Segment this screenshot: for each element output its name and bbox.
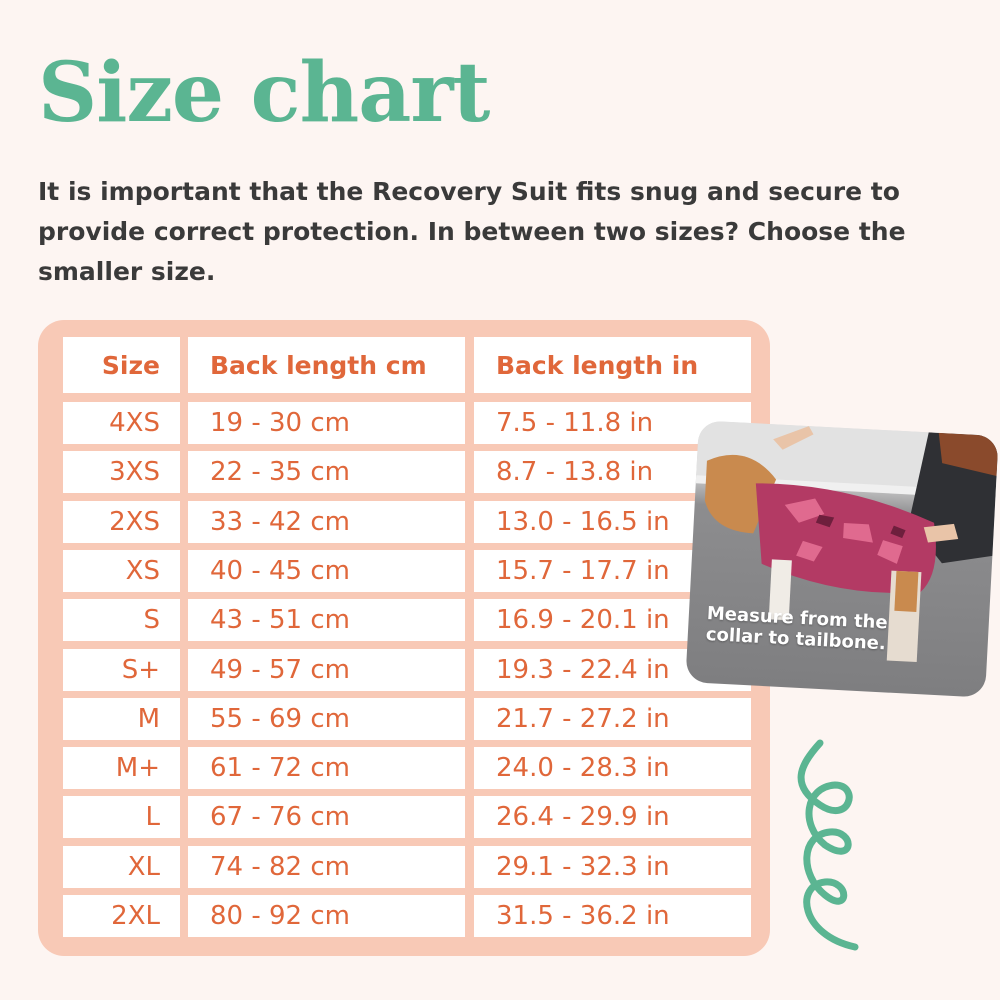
size-cell: 2XL <box>63 895 180 937</box>
size-cell: 2XS <box>63 500 180 543</box>
back-length-in-cell: 26.4 - 29.9 in <box>474 796 751 839</box>
header-back-length-cm: Back length cm <box>188 337 465 393</box>
size-cell: M <box>63 697 180 740</box>
back-length-cm-cell: 33 - 42 cm <box>188 500 465 543</box>
header-back-length-in: Back length in <box>474 337 751 393</box>
size-cell: S <box>63 599 180 642</box>
size-cell: XS <box>63 549 180 592</box>
back-length-cm-cell: 55 - 69 cm <box>188 697 465 740</box>
header-size: Size <box>63 337 180 393</box>
table-row: 3XS 22 - 35 cm 8.7 - 13.8 in <box>63 451 751 494</box>
table-row: S 43 - 51 cm 16.9 - 20.1 in <box>63 599 751 642</box>
size-cell: XL <box>63 845 180 888</box>
size-cell: S+ <box>63 648 180 691</box>
table-row: L 67 - 76 cm 26.4 - 29.9 in <box>63 796 751 839</box>
measuring-photo: Measure from the collar to tailbone. <box>685 420 999 698</box>
back-length-in-cell: 21.7 - 27.2 in <box>474 697 751 740</box>
back-length-cm-cell: 80 - 92 cm <box>188 895 465 937</box>
size-cell: 4XS <box>63 402 180 444</box>
table-row: 4XS 19 - 30 cm 7.5 - 11.8 in <box>63 402 751 444</box>
table-row: S+ 49 - 57 cm 19.3 - 22.4 in <box>63 648 751 691</box>
back-length-in-cell: 24.0 - 28.3 in <box>474 747 751 790</box>
back-length-cm-cell: 61 - 72 cm <box>188 747 465 790</box>
squiggle-decoration <box>797 739 859 951</box>
back-length-in-cell: 29.1 - 32.3 in <box>474 845 751 888</box>
back-length-cm-cell: 74 - 82 cm <box>188 845 465 888</box>
back-length-cm-cell: 22 - 35 cm <box>188 451 465 494</box>
back-length-in-cell: 7.5 - 11.8 in <box>474 402 751 444</box>
table-row: XL 74 - 82 cm 29.1 - 32.3 in <box>63 845 751 888</box>
size-cell: L <box>63 796 180 839</box>
table-row: M 55 - 69 cm 21.7 - 27.2 in <box>63 697 751 740</box>
back-length-cm-cell: 19 - 30 cm <box>188 402 465 444</box>
back-length-cm-cell: 40 - 45 cm <box>188 549 465 592</box>
back-length-in-cell: 31.5 - 36.2 in <box>474 895 751 937</box>
size-cell: 3XS <box>63 451 180 494</box>
table-row: M+ 61 - 72 cm 24.0 - 28.3 in <box>63 747 751 790</box>
table-header-row: Size Back length cm Back length in <box>63 337 751 393</box>
table-row: 2XL 80 - 92 cm 31.5 - 36.2 in <box>63 895 751 937</box>
table-row: 2XS 33 - 42 cm 13.0 - 16.5 in <box>63 500 751 543</box>
intro-text: It is important that the Recovery Suit f… <box>38 177 906 286</box>
back-length-cm-cell: 49 - 57 cm <box>188 648 465 691</box>
table-row: XS 40 - 45 cm 15.7 - 17.7 in <box>63 549 751 592</box>
back-length-cm-cell: 43 - 51 cm <box>188 599 465 642</box>
back-length-cm-cell: 67 - 76 cm <box>188 796 465 839</box>
size-table: Size Back length cm Back length in 4XS 19… <box>38 320 770 956</box>
size-cell: M+ <box>63 747 180 790</box>
dog-illustration <box>695 420 999 663</box>
page-title: Size chart <box>38 45 490 141</box>
